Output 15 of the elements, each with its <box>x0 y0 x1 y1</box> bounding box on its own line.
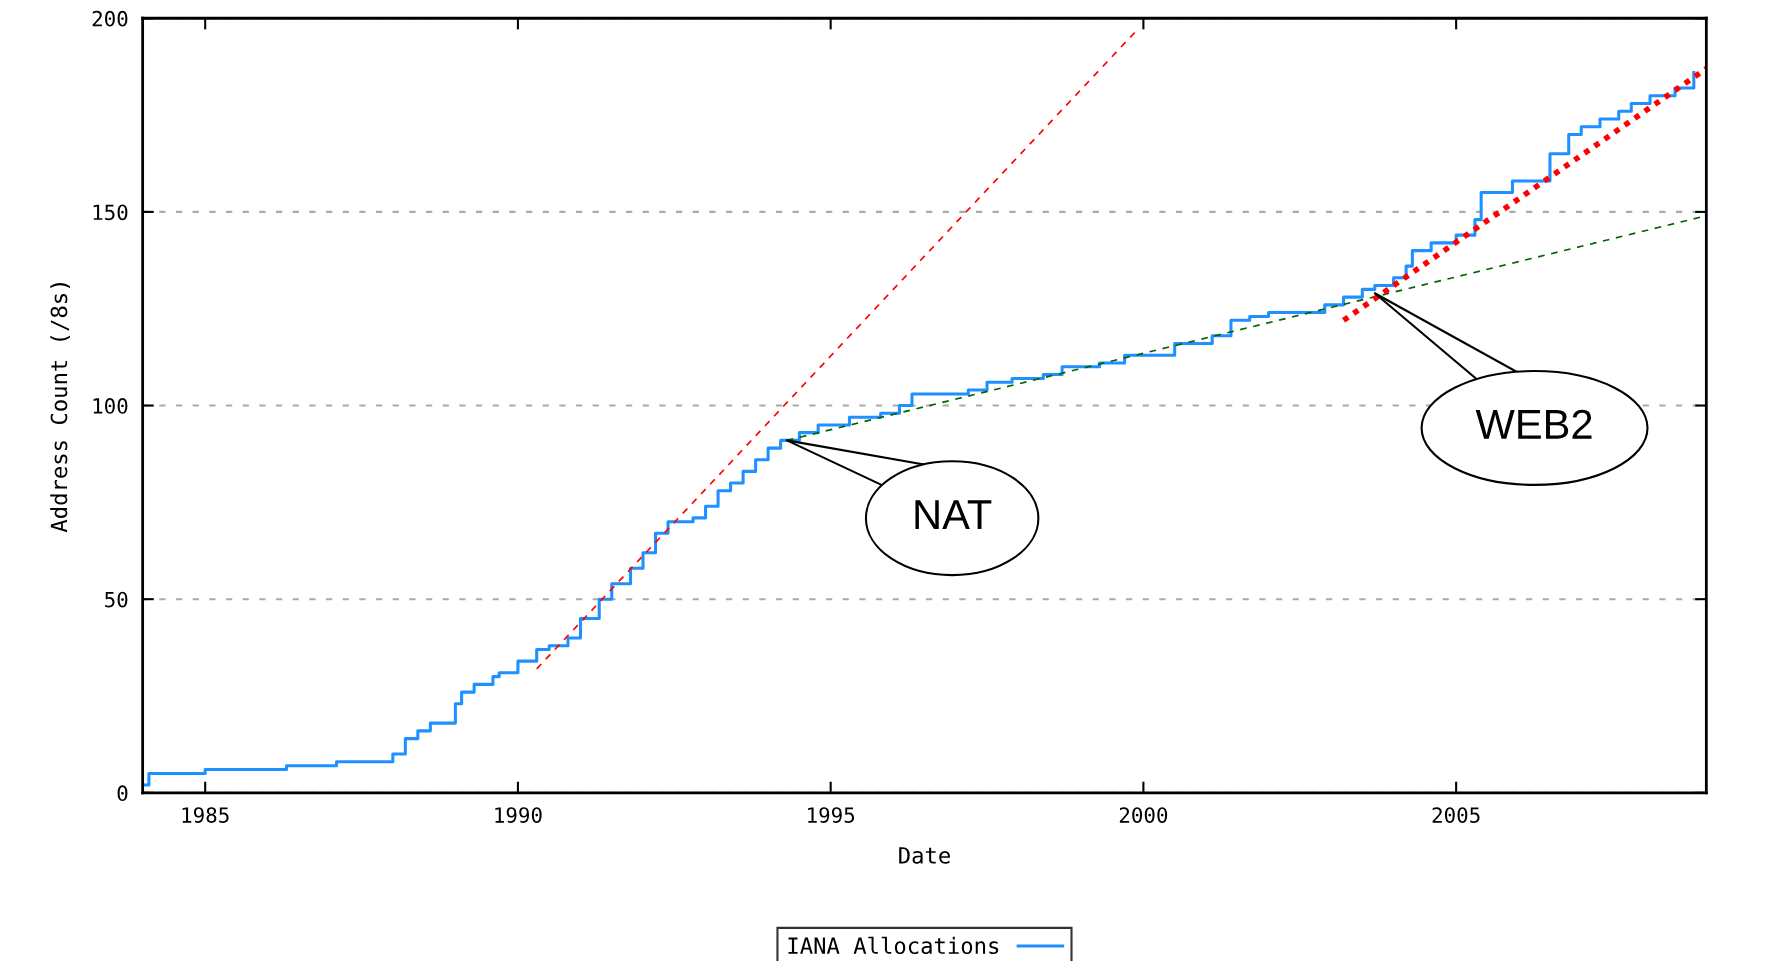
y-tick-label: 50 <box>105 591 128 608</box>
annotation: NAT <box>915 500 992 529</box>
legend-label: IANA Allocations <box>788 936 999 955</box>
y-tick-label: 150 <box>93 204 128 221</box>
annotation: WEB2 <box>1475 409 1592 439</box>
y-axis-title: Address Count (/8s) <box>50 283 70 533</box>
y-tick-label: 200 <box>92 10 128 27</box>
y-tick-label: 100 <box>93 398 128 414</box>
x-axis-title: Date <box>899 847 950 864</box>
x-tick-label: 1985 <box>182 807 229 823</box>
x-tick-label: 2005 <box>1432 807 1480 823</box>
x-tick-label: 1990 <box>495 807 542 823</box>
x-tick-label: 2000 <box>1119 807 1168 823</box>
x-tick-label: 1995 <box>808 807 855 823</box>
y-tick-label: 0 <box>117 785 128 802</box>
